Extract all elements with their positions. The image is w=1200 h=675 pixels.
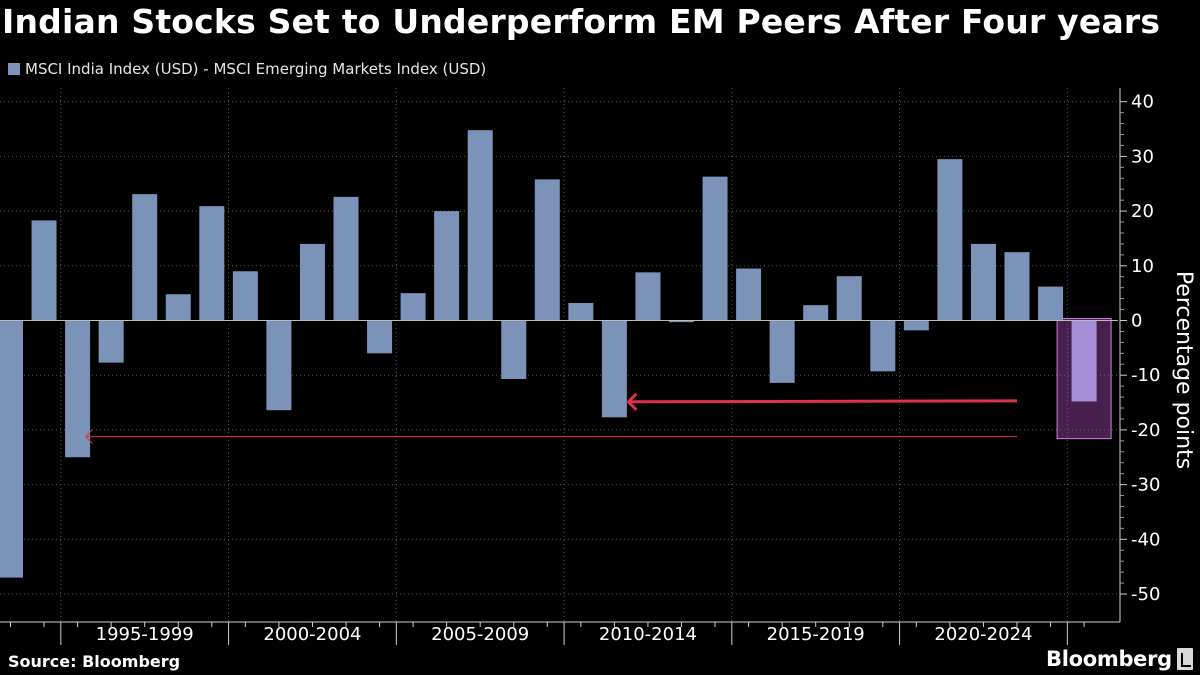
bar: [937, 159, 963, 321]
bar: [601, 320, 627, 418]
x-group-label: 2000-2004: [263, 624, 361, 645]
bar: [669, 320, 694, 323]
bar: [702, 176, 728, 321]
bar: [333, 196, 359, 321]
bar: [65, 320, 91, 458]
y-tick-label: -40: [1131, 529, 1160, 550]
bar: [165, 294, 191, 321]
bloomberg-terminal-icon: [1176, 648, 1193, 670]
bar: [31, 220, 57, 321]
x-group-label: 2005-2009: [431, 624, 529, 645]
bar: [870, 320, 896, 372]
y-tick-label: -30: [1131, 475, 1160, 496]
bar: [400, 293, 426, 321]
bar: [836, 276, 862, 321]
y-tick-label: -10: [1131, 365, 1160, 386]
bar: [232, 271, 258, 321]
x-group-label: 2010-2014: [599, 624, 697, 645]
bar: [501, 320, 527, 380]
bar: [534, 179, 560, 321]
bar-highlight: [1071, 320, 1097, 402]
bar: [769, 320, 795, 383]
chart-title: Indian Stocks Set to Underperform EM Pee…: [2, 2, 1161, 41]
y-tick-label: -50: [1131, 584, 1160, 605]
y-tick-label: 0: [1131, 311, 1142, 332]
legend-label: MSCI India Index (USD) - MSCI Emerging M…: [25, 60, 487, 78]
bar: [266, 320, 292, 411]
x-group-label: 2015-2019: [767, 624, 865, 645]
y-tick-label: 20: [1131, 201, 1154, 222]
bar: [467, 130, 493, 321]
bar: [434, 211, 460, 321]
bar: [0, 320, 23, 578]
brand-label: Bloomberg: [1046, 647, 1172, 671]
bar: [299, 243, 325, 321]
y-tick-label: 30: [1131, 146, 1154, 167]
legend-swatch: [8, 63, 20, 75]
x-group-label: 1995-1999: [96, 624, 194, 645]
annotation-arrowhead: [84, 429, 93, 444]
bar: [1004, 252, 1030, 321]
annotation-arrowhead: [626, 392, 638, 411]
bar: [367, 320, 393, 354]
bar: [635, 272, 661, 321]
bar: [803, 305, 829, 321]
bar: [132, 194, 158, 321]
y-tick-label: 40: [1131, 92, 1154, 113]
bar: [1038, 286, 1064, 321]
legend: MSCI India Index (USD) - MSCI Emerging M…: [8, 60, 486, 78]
bar: [970, 243, 996, 321]
bar: [199, 206, 225, 321]
x-group-label: 2020-2024: [934, 624, 1032, 645]
y-tick-label: -20: [1131, 420, 1160, 441]
y-axis-title: Percentage points: [1171, 271, 1196, 469]
source-note: Source: Bloomberg: [8, 652, 181, 671]
y-tick-label: 10: [1131, 256, 1154, 277]
bar: [568, 302, 594, 321]
annotation-arrow: [628, 399, 1018, 404]
bar: [903, 320, 929, 331]
bar: [736, 268, 762, 321]
bar: [98, 320, 124, 363]
bloomberg-logo: Bloomberg: [1046, 647, 1193, 671]
